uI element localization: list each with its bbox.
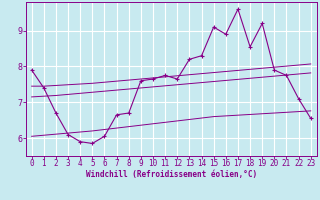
X-axis label: Windchill (Refroidissement éolien,°C): Windchill (Refroidissement éolien,°C): [86, 170, 257, 179]
